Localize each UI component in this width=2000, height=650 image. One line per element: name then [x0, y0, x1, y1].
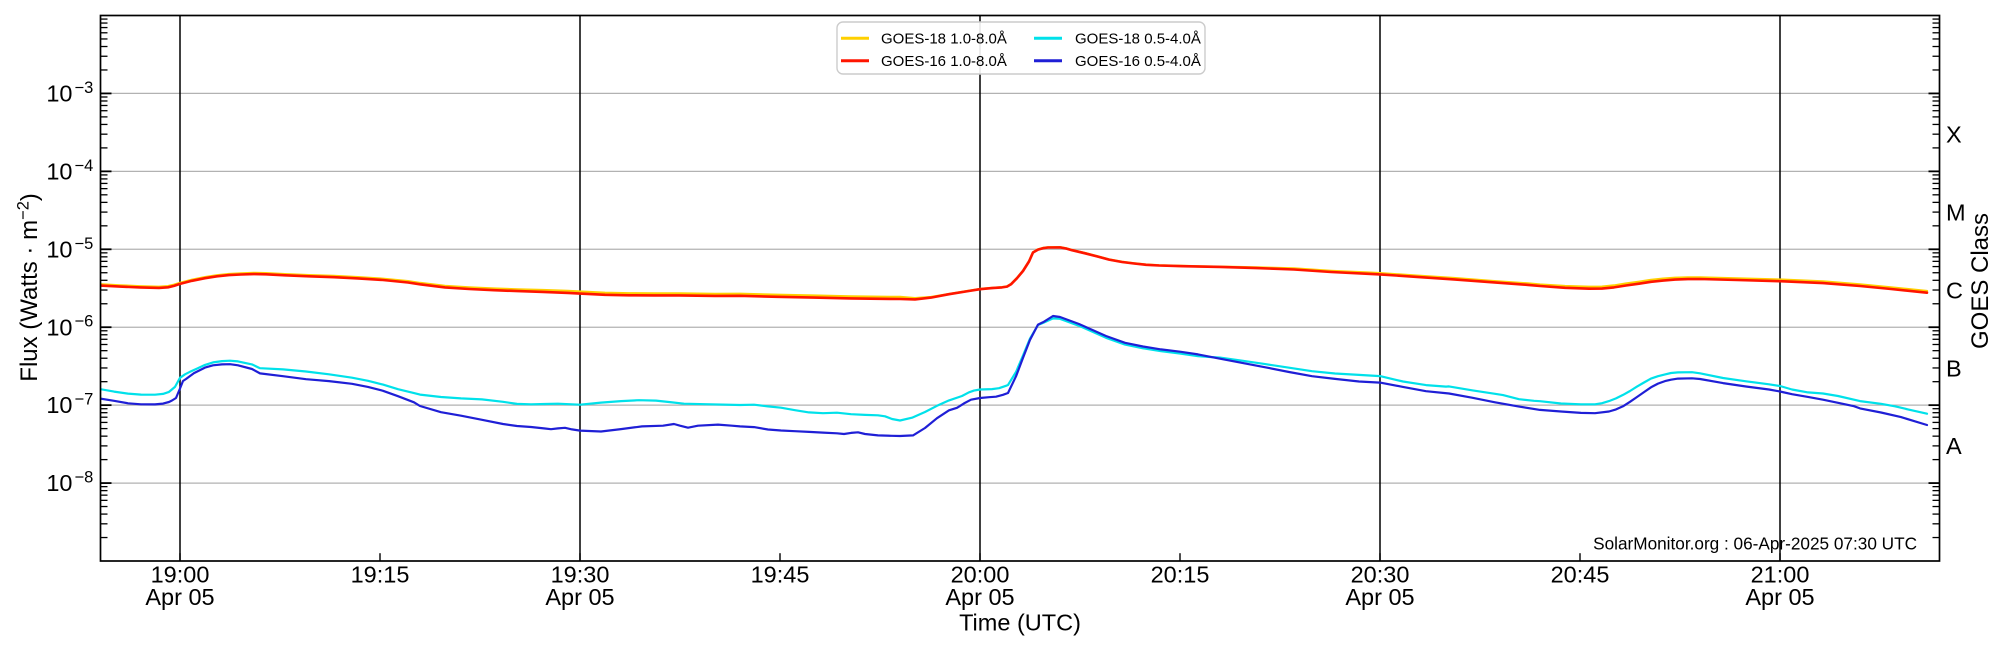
svg-text:20:00: 20:00 [951, 562, 1010, 588]
svg-text:10: 10 [46, 158, 72, 184]
svg-text:C: C [1946, 277, 1963, 303]
svg-text:GOES Class: GOES Class [1967, 213, 1994, 349]
svg-text:10: 10 [46, 392, 72, 418]
svg-text:−3: −3 [75, 79, 94, 97]
svg-text:X: X [1946, 121, 1962, 147]
svg-text:10: 10 [46, 470, 72, 496]
svg-text:20:45: 20:45 [1551, 562, 1610, 588]
svg-text:20:30: 20:30 [1351, 562, 1410, 588]
svg-text:20:15: 20:15 [1151, 562, 1210, 588]
svg-text:−8: −8 [75, 469, 94, 487]
svg-text:Apr 05: Apr 05 [145, 584, 214, 610]
svg-text:10: 10 [46, 314, 72, 340]
svg-text:GOES-16 0.5-4.0Å: GOES-16 0.5-4.0Å [1075, 53, 1201, 70]
svg-text:19:30: 19:30 [551, 562, 610, 588]
svg-text:Apr 05: Apr 05 [945, 584, 1014, 610]
svg-text:GOES-18 1.0-8.0Å: GOES-18 1.0-8.0Å [881, 31, 1007, 48]
svg-text:Apr 05: Apr 05 [545, 584, 614, 610]
svg-text:B: B [1946, 355, 1962, 381]
svg-text:GOES-18 0.5-4.0Å: GOES-18 0.5-4.0Å [1075, 31, 1201, 48]
svg-text:19:00: 19:00 [151, 562, 210, 588]
svg-text:Flux (Watts · m−2): Flux (Watts · m−2) [14, 193, 43, 381]
svg-text:−7: −7 [75, 391, 94, 409]
svg-text:M: M [1946, 199, 1966, 225]
svg-text:Apr 05: Apr 05 [1745, 584, 1814, 610]
svg-text:−4: −4 [75, 157, 94, 175]
svg-text:21:00: 21:00 [1751, 562, 1810, 588]
svg-text:−5: −5 [75, 235, 94, 253]
svg-text:−6: −6 [75, 313, 94, 331]
svg-text:Apr 05: Apr 05 [1345, 584, 1414, 610]
svg-text:10: 10 [46, 81, 72, 107]
svg-text:Time (UTC): Time (UTC) [959, 610, 1081, 636]
svg-text:A: A [1946, 433, 1962, 459]
svg-text:19:45: 19:45 [751, 562, 810, 588]
svg-text:10: 10 [46, 236, 72, 262]
svg-text:SolarMonitor.org : 06-Apr-2025: SolarMonitor.org : 06-Apr-2025 07:30 UTC [1593, 534, 1917, 554]
svg-text:19:15: 19:15 [351, 562, 410, 588]
svg-text:GOES-16 1.0-8.0Å: GOES-16 1.0-8.0Å [881, 53, 1007, 70]
